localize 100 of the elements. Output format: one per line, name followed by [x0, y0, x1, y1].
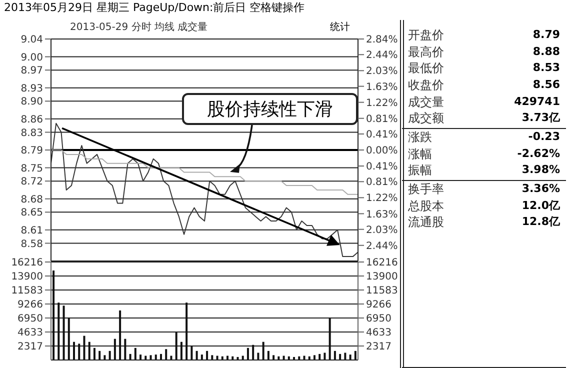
chart-subtitle: 2013-05-29 分时 均线 成交量 [70, 20, 208, 34]
y2-tick-label: 9266 [366, 300, 392, 311]
bar [160, 354, 162, 360]
bar [334, 350, 336, 360]
line-series [50, 122, 358, 258]
bar [165, 349, 168, 360]
y2-tick-label: 16216 [366, 258, 398, 269]
text: 8.56 [532, 77, 560, 94]
bar [211, 355, 214, 360]
bar [252, 344, 254, 360]
bar [313, 355, 316, 360]
bar [354, 350, 356, 360]
bar [324, 352, 326, 360]
line-series [50, 150, 358, 195]
text: -0.23 [528, 129, 560, 145]
text: 429741 [514, 94, 560, 110]
bar [196, 350, 198, 360]
bar [154, 354, 157, 360]
bar [119, 310, 122, 360]
text: 8.88 [532, 44, 560, 60]
bar [134, 348, 136, 360]
y2-tick-label: 1.63% [366, 82, 398, 93]
bar [58, 302, 60, 360]
y-tick-label: 8.58 [20, 238, 43, 250]
bar [200, 354, 203, 360]
y-tick-label: 9.04 [20, 34, 43, 46]
bar [104, 355, 106, 360]
bar [246, 348, 249, 360]
bar [180, 342, 182, 360]
y-tick-label: 8.61 [20, 225, 43, 236]
y2-tick-label: 0.81% [366, 177, 398, 188]
text: 3.73亿 [522, 110, 560, 126]
y-tick-label: 8.97 [20, 66, 43, 77]
text: 换手率 [408, 181, 444, 198]
text: 收盘价 [408, 77, 444, 94]
bar [175, 332, 178, 360]
text: 成交额 [408, 110, 444, 128]
y-tick-label: 8.79 [20, 146, 43, 157]
bar [328, 318, 331, 360]
bar [88, 342, 90, 360]
bar [262, 342, 264, 360]
bar [114, 338, 116, 360]
y-tick-label: 8.72 [20, 176, 43, 188]
bar [140, 354, 142, 360]
y-tick-label: 11583 [11, 286, 43, 297]
y-tick-label: 9.00 [20, 52, 43, 64]
bar [108, 350, 111, 360]
bar [186, 302, 188, 360]
text: 最高价 [408, 44, 444, 60]
bar [318, 354, 321, 360]
y-tick-label: 9266 [18, 300, 43, 311]
text: 12.8亿 [522, 214, 560, 230]
text: 涨幅 [408, 146, 432, 162]
y2-tick-label: 2.84% [366, 34, 398, 46]
text: 12.0亿 [522, 198, 560, 214]
bar [93, 348, 96, 360]
y-tick-label: 2317 [18, 342, 43, 353]
y-tick-label: 16216 [11, 258, 43, 269]
y-tick-label: 8.65 [20, 208, 43, 219]
y2-tick-label: 1.22% [366, 193, 398, 204]
text: 8.79 [532, 27, 560, 43]
bar [272, 355, 275, 360]
bar [150, 355, 152, 360]
text: 3.98% [522, 162, 560, 178]
text: 涨跌 [408, 129, 432, 146]
y2-tick-label: 0.41% [366, 162, 398, 173]
y-tick-label: 6950 [18, 314, 43, 325]
y-tick-label: 8.75 [20, 163, 43, 174]
bar [257, 352, 260, 360]
bar [190, 346, 193, 360]
chart-title: 2013年05月29日 星期三 PageUp/Down:前后日 空格键操作 [4, 0, 305, 15]
bar [98, 350, 101, 360]
y2-tick-label: 1.22% [366, 98, 398, 109]
bar [129, 354, 132, 360]
y2-tick-label: 4633 [366, 328, 392, 339]
text: 8.53 [532, 60, 560, 76]
y2-tick-label: 2.03% [366, 224, 398, 236]
text: 3.36% [522, 181, 560, 197]
text: 总股本 [408, 198, 444, 214]
y2-tick-label: 0.00% [366, 146, 398, 157]
y-tick-label: 8.68 [20, 194, 43, 206]
y2-tick-label: 0.41% [366, 130, 398, 141]
text: 成交量 [408, 94, 444, 110]
bar [52, 270, 55, 360]
y2-tick-label: 2317 [366, 342, 392, 353]
y2-tick-label: 2.44% [366, 50, 398, 62]
bar [83, 336, 86, 360]
bar [124, 338, 126, 360]
text: -2.62% [517, 146, 560, 162]
bar [206, 350, 208, 360]
y2-tick-label: 0.81% [366, 114, 398, 125]
y-tick-label: 8.86 [20, 114, 43, 126]
bar [68, 318, 70, 360]
text: 统计 [330, 20, 350, 34]
y2-tick-label: 6950 [366, 314, 392, 325]
bar [344, 352, 346, 360]
annotation: 股价持续性下滑 [182, 93, 358, 125]
y2-tick-label: 2.44% [366, 240, 398, 252]
text: 振幅 [408, 162, 432, 180]
y-tick-label: 8.90 [20, 96, 43, 108]
